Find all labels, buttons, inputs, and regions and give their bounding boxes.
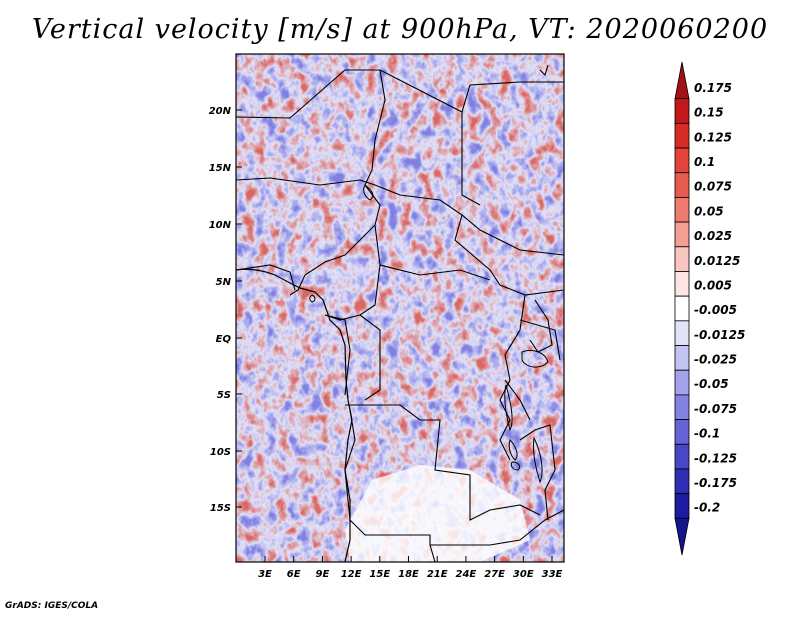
lon-label: 12E [341, 569, 362, 580]
lat-label: 5S [217, 390, 231, 401]
lon-label: 6E [287, 569, 301, 580]
colorbar-label: 0.05 [694, 204, 724, 218]
lat-label: 20N [209, 106, 232, 117]
chart-title: Vertical velocity [m/s] at 900hPa, VT: 2… [31, 14, 769, 45]
map-frame [235, 53, 565, 563]
colorbar-label: 0.1 [694, 155, 715, 169]
lat-label: EQ [216, 334, 232, 345]
colorbar-label: -0.0125 [694, 328, 745, 342]
colorbar-swatch [674, 271, 690, 297]
colorbar-swatch [674, 147, 690, 174]
colorbar-swatch [674, 172, 690, 198]
lon-label: 33E [542, 569, 563, 580]
colorbar-label: 0.0125 [694, 254, 740, 268]
lakes [309, 184, 549, 484]
country-borders [236, 64, 564, 562]
grads-credit: GrADS: IGES/COLA [5, 601, 99, 611]
colorbar-swatch [674, 394, 690, 420]
colorbar-label: 0.075 [694, 180, 732, 194]
lat-label: 10N [209, 220, 232, 231]
colorbar-label: 0.025 [694, 229, 732, 243]
lon-label: 15E [369, 569, 390, 580]
lon-label: 24E [456, 569, 477, 580]
colorbar-swatch [674, 493, 690, 519]
lat-label: 10S [210, 447, 231, 458]
colorbar-swatch [674, 221, 690, 248]
lat-label: 15N [209, 163, 232, 174]
colorbar-swatch [674, 369, 690, 396]
lat-label: 15S [210, 503, 231, 514]
colorbar-label: -0.075 [694, 402, 737, 416]
colorbar-label: 0.125 [694, 130, 732, 144]
colorbar-swatch [674, 246, 690, 272]
colorbar-swatch [674, 61, 690, 100]
colorbar-swatch [674, 98, 690, 124]
colorbar-label: 0.005 [694, 279, 732, 293]
colorbar-label: -0.175 [694, 476, 737, 490]
colorbar-swatch [674, 468, 690, 495]
colorbar-label: -0.025 [694, 353, 737, 367]
colorbar-swatch [674, 295, 690, 322]
colorbar-swatch [674, 517, 690, 556]
colorbar-swatch [674, 345, 690, 371]
colorbar-label: -0.05 [694, 377, 729, 391]
colorbar-label: -0.2 [694, 501, 720, 515]
colorbar-label: 0.175 [694, 81, 732, 95]
lon-label: 18E [398, 569, 419, 580]
longitude-ticks: 3E 6E 9E 12E 15E 18E 21E 24E 27E 30E 33E [258, 556, 563, 580]
latitude-ticks: 20N 15N 10N 5N EQ 5S 10S 15S [209, 106, 242, 514]
lat-label: 5N [216, 277, 232, 288]
lon-label: 21E [427, 569, 448, 580]
colorbar-swatch [674, 122, 690, 149]
map-panel [236, 54, 564, 562]
colorbar-swatch [674, 320, 690, 346]
lon-label: 27E [484, 569, 505, 580]
lon-label: 30E [513, 569, 534, 580]
lon-label: 3E [258, 569, 272, 580]
lon-label: 9E [316, 569, 330, 580]
colorbar-label: 0.15 [694, 106, 724, 120]
coastline [236, 268, 353, 562]
colorbar: 0.175 0.15 0.125 0.1 0.075 0.05 0.025 0.0125 0.0… [674, 61, 745, 556]
colorbar-swatch [674, 443, 690, 470]
colorbar-swatch [674, 197, 690, 223]
colorbar-label: -0.005 [694, 303, 737, 317]
colorbar-swatch [674, 419, 690, 445]
colorbar-label: -0.1 [694, 427, 720, 441]
colorbar-label: -0.125 [694, 451, 737, 465]
